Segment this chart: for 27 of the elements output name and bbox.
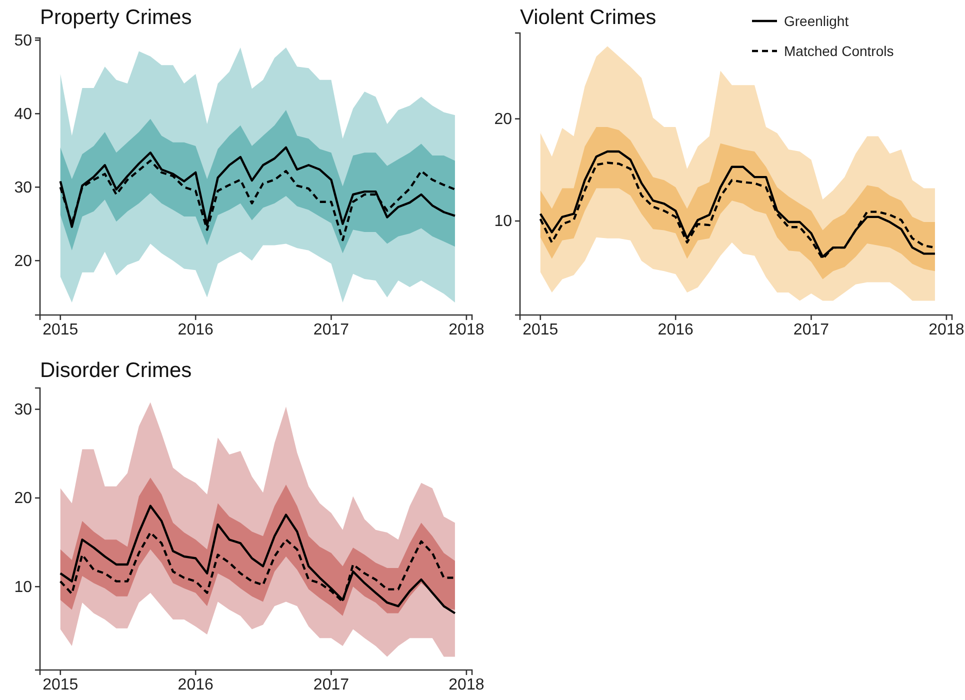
line-series — [59, 504, 456, 614]
y-tick-label: 50 — [14, 32, 32, 50]
y-tick-label: 20 — [494, 110, 512, 128]
x-tick-label: 2018 — [448, 676, 484, 694]
x-tick-label: 2018 — [928, 321, 964, 338]
x-tick-label: 2018 — [448, 321, 484, 338]
x-tick-label: 2015 — [522, 321, 558, 338]
legend-label: Matched Controls — [784, 43, 894, 59]
x-tick-label: 2016 — [658, 321, 694, 338]
chart-title: Property Crimes — [40, 6, 192, 29]
y-tick-label: 30 — [14, 179, 32, 196]
x-tick-label: 2015 — [42, 676, 78, 694]
chart-title: Violent Crimes — [520, 6, 656, 29]
y-tick-label: 10 — [494, 213, 512, 230]
y-tick-label: 20 — [14, 252, 32, 270]
legend-label: Greenlight — [784, 13, 849, 29]
y-tick-label: 10 — [14, 578, 32, 596]
x-tick-label: 2017 — [313, 676, 350, 694]
x-tick-label: 2016 — [178, 321, 214, 338]
chart-title: Disorder Crimes — [40, 359, 192, 382]
y-tick-label: 30 — [14, 401, 32, 418]
x-tick-label: 2016 — [178, 676, 214, 694]
y-tick-label: 40 — [14, 106, 32, 123]
x-tick-label: 2015 — [42, 321, 78, 338]
x-tick-label: 2017 — [313, 321, 350, 338]
x-tick-label: 2017 — [793, 321, 830, 338]
y-tick-label: 20 — [14, 490, 32, 508]
